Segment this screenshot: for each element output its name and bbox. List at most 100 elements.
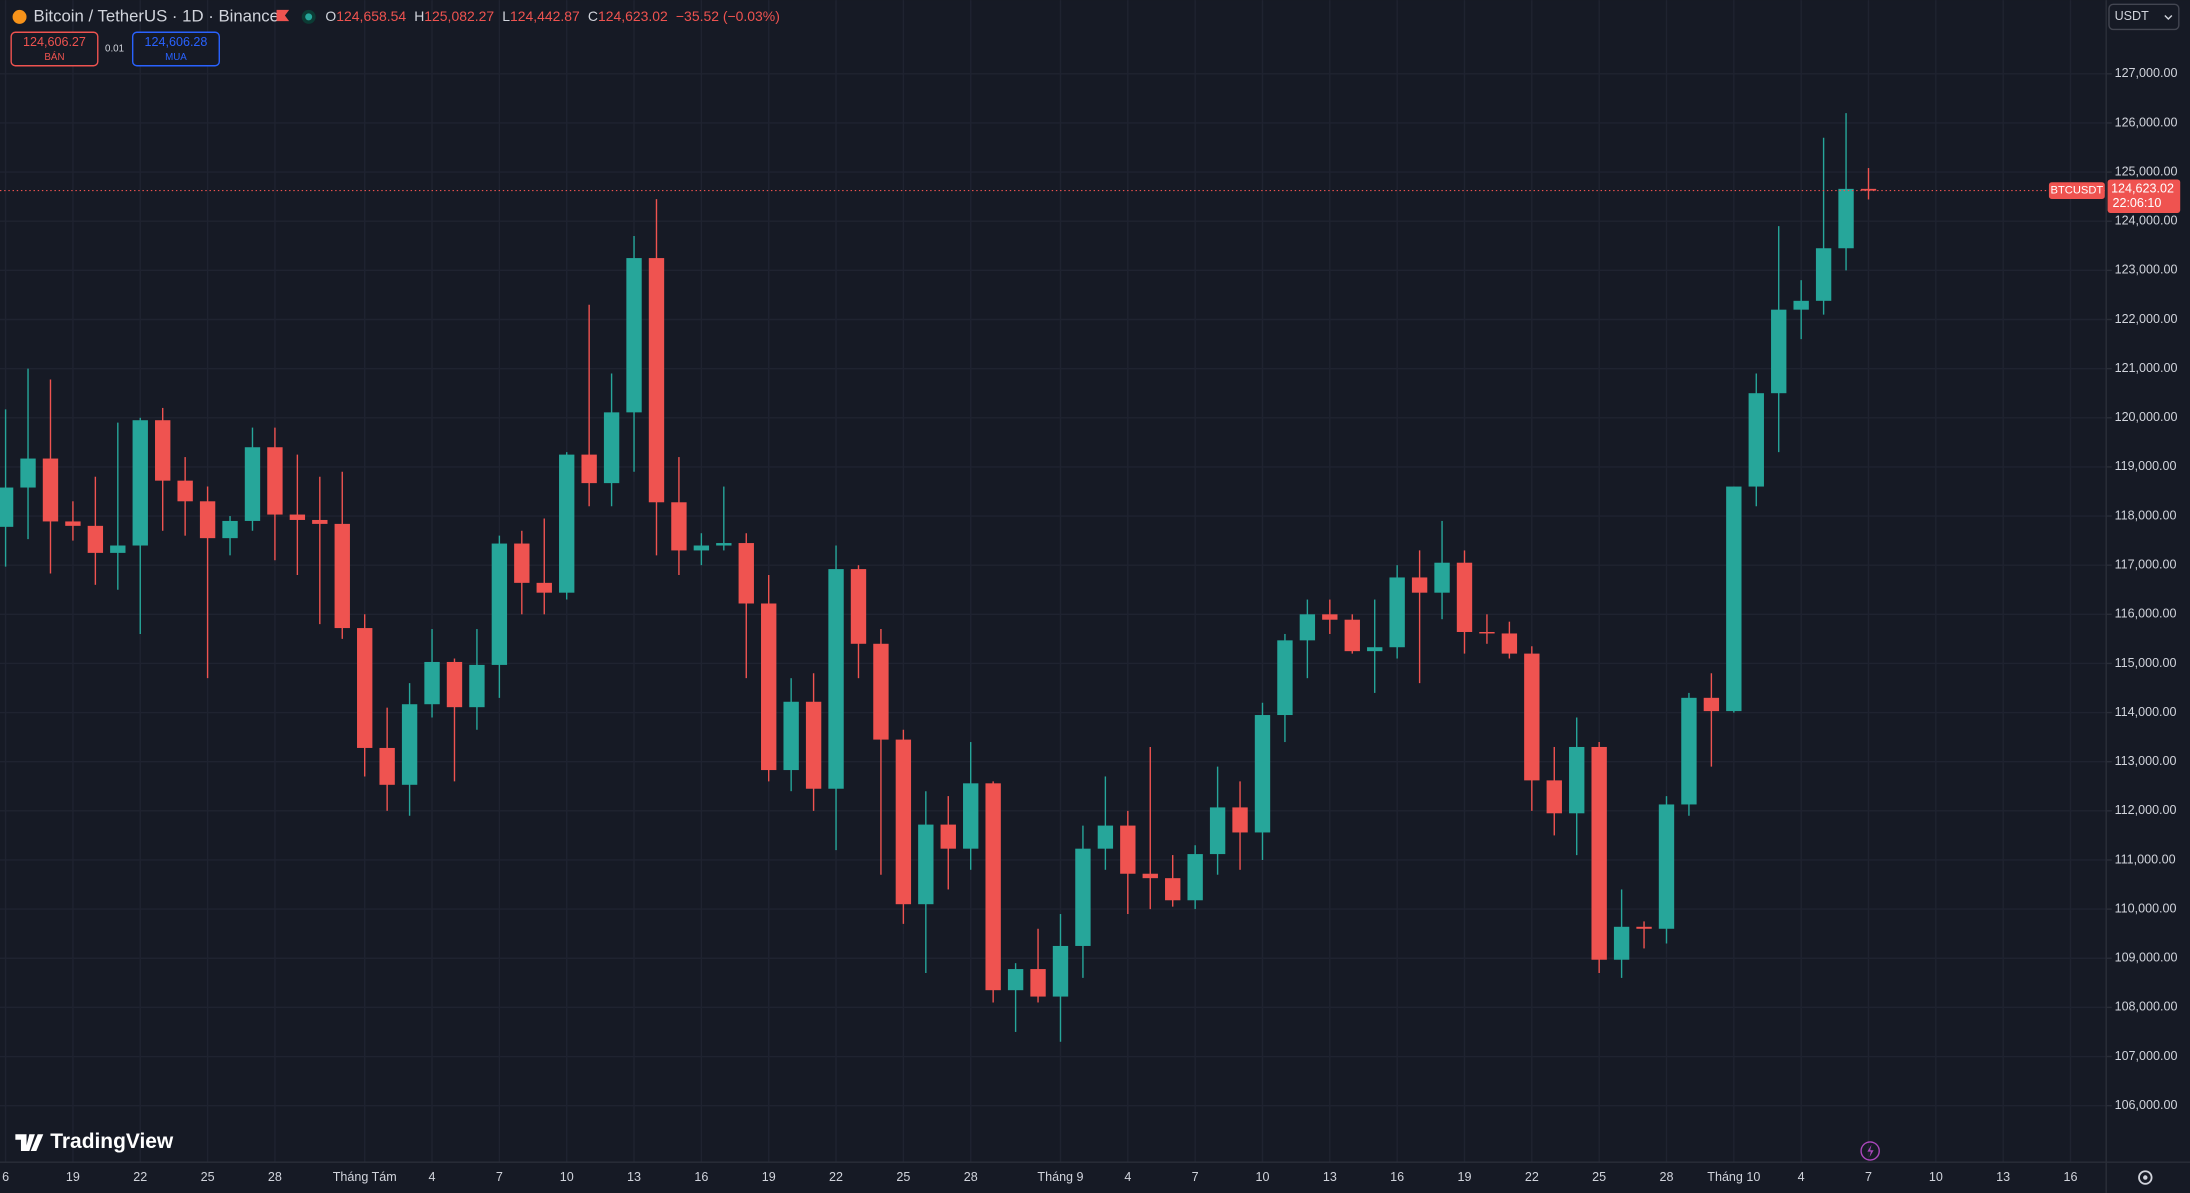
candle-body bbox=[267, 447, 283, 515]
y-tick-label: 127,000.00 bbox=[2115, 66, 2178, 80]
candle bbox=[1479, 614, 1495, 644]
candle bbox=[244, 427, 261, 531]
x-tick-label: Tháng Tám bbox=[333, 1170, 397, 1184]
price-badge bbox=[2107, 179, 2181, 213]
x-tick-label: 4 bbox=[1798, 1170, 1805, 1184]
candle-body bbox=[357, 628, 373, 748]
sell-button[interactable]: 124,606.27 BÁN bbox=[10, 31, 99, 67]
candle-body bbox=[1120, 825, 1136, 874]
ohlc-value: 124,442.87 bbox=[510, 8, 580, 24]
candle-body bbox=[1726, 486, 1742, 712]
ohlc-value: 124,623.02 bbox=[598, 8, 668, 24]
candle bbox=[581, 304, 597, 507]
currency-label[interactable]: USDT bbox=[2115, 9, 2150, 23]
candle bbox=[873, 629, 889, 875]
candle bbox=[1613, 889, 1630, 978]
currency-box[interactable] bbox=[2108, 3, 2180, 31]
candle-body bbox=[783, 701, 799, 771]
candle bbox=[738, 533, 754, 679]
y-tick-label: 107,000.00 bbox=[2115, 1049, 2178, 1063]
candle bbox=[1860, 168, 1877, 200]
candle bbox=[222, 516, 238, 556]
brand-name: TradingView bbox=[50, 1130, 174, 1153]
candle bbox=[963, 742, 979, 870]
currency-dropdown[interactable]: USDT bbox=[2108, 3, 2180, 31]
logo-mark bbox=[15, 1134, 44, 1151]
y-tick-label: 114,000.00 bbox=[2115, 705, 2177, 719]
candle bbox=[199, 486, 216, 679]
lightning-circle[interactable] bbox=[1860, 1141, 1880, 1161]
candle-body bbox=[401, 704, 418, 785]
x-tick-label: 19 bbox=[762, 1170, 776, 1184]
x-tick-label: 4 bbox=[1124, 1170, 1131, 1184]
candle bbox=[1658, 796, 1675, 944]
candle bbox=[761, 574, 777, 782]
candle bbox=[334, 471, 350, 639]
x-tick-label: 13 bbox=[1323, 1170, 1337, 1184]
lightning-button[interactable] bbox=[1860, 1141, 1880, 1161]
candle-body bbox=[581, 454, 597, 484]
ohlc-label: C bbox=[588, 8, 598, 24]
settings-button[interactable] bbox=[2138, 1170, 2153, 1185]
candle-body bbox=[1232, 807, 1248, 833]
buy-button[interactable]: 124,606.28 MUA bbox=[131, 31, 220, 67]
candle bbox=[693, 533, 710, 566]
settings-dot[interactable] bbox=[2143, 1175, 2148, 1180]
candle bbox=[1748, 373, 1764, 507]
candle bbox=[491, 535, 508, 698]
candle-body bbox=[1838, 188, 1854, 249]
buy-box[interactable] bbox=[131, 31, 220, 67]
candle bbox=[895, 729, 912, 924]
candle bbox=[1367, 599, 1383, 693]
y-tick-label: 118,000.00 bbox=[2115, 508, 2177, 522]
candle-body bbox=[424, 661, 440, 705]
sell-price[interactable]: 124,606.27 bbox=[23, 35, 86, 49]
ohlc-change: −35.52 (−0.03%) bbox=[676, 8, 780, 24]
buy-label[interactable]: MUA bbox=[165, 52, 187, 63]
candle-body bbox=[1322, 614, 1338, 620]
sell-box[interactable] bbox=[10, 31, 99, 67]
candle bbox=[1546, 746, 1562, 836]
candle bbox=[1456, 550, 1473, 654]
candle bbox=[1838, 113, 1854, 271]
candle-body bbox=[940, 824, 956, 849]
candle-body bbox=[1613, 926, 1630, 960]
candle-body bbox=[1703, 697, 1720, 712]
ohlc-label: L bbox=[502, 8, 510, 24]
candle bbox=[1254, 702, 1271, 860]
candle bbox=[1232, 781, 1248, 870]
buy-price[interactable]: 124,606.28 bbox=[145, 35, 208, 49]
ohlc-label: O bbox=[325, 8, 336, 24]
x-tick-label: 28 bbox=[964, 1170, 978, 1184]
flag-icon bbox=[276, 9, 290, 22]
candle bbox=[267, 427, 283, 561]
y-tick-label: 116,000.00 bbox=[2115, 607, 2177, 621]
candle-body bbox=[446, 661, 463, 708]
x-tick-label: 19 bbox=[66, 1170, 80, 1184]
candle-body bbox=[671, 502, 687, 551]
dropdown-arrow[interactable] bbox=[2164, 14, 2173, 20]
candle bbox=[379, 707, 395, 811]
candle bbox=[110, 422, 126, 590]
candle bbox=[1681, 692, 1697, 816]
candle-body bbox=[1209, 807, 1226, 855]
x-tick-label: Tháng 9 bbox=[1037, 1170, 1083, 1184]
candle bbox=[716, 486, 732, 551]
sell-label[interactable]: BÁN bbox=[44, 52, 64, 63]
x-tick-label: 19 bbox=[1458, 1170, 1472, 1184]
candle-body bbox=[963, 783, 979, 849]
candle-body bbox=[1389, 577, 1405, 648]
candle-body bbox=[199, 501, 216, 539]
candle-body bbox=[805, 701, 822, 789]
candle bbox=[42, 379, 59, 574]
ohlc-line: O124,658.54 H125,082.27 L124,442.87 C124… bbox=[325, 8, 779, 24]
candle bbox=[1299, 599, 1316, 679]
candle-body bbox=[1007, 969, 1024, 991]
candle-body bbox=[1434, 562, 1450, 593]
candle-body bbox=[1052, 945, 1069, 997]
lightning-icon[interactable] bbox=[1867, 1144, 1874, 1158]
settings-icon[interactable] bbox=[2138, 1170, 2153, 1185]
candle-body bbox=[1591, 746, 1607, 960]
